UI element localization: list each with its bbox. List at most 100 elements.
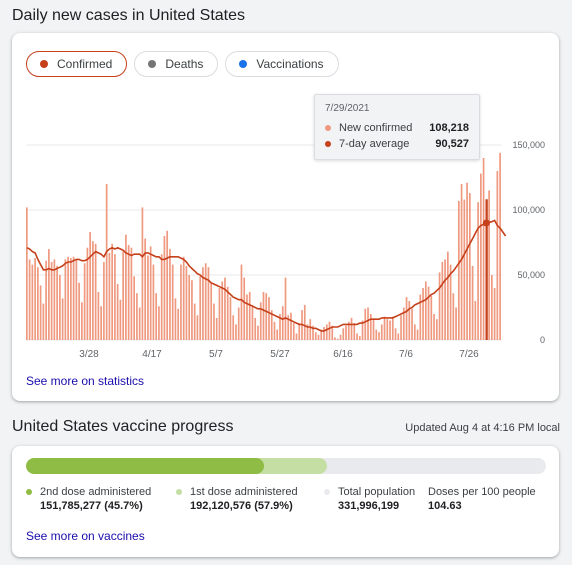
tooltip-date: 7/29/2021: [325, 103, 370, 114]
bar: [89, 232, 91, 340]
bar: [81, 302, 83, 340]
bar: [372, 319, 375, 340]
bar: [147, 255, 149, 340]
x-tick-label: 5/27: [270, 349, 290, 360]
vaccinations-dot-icon: [239, 60, 248, 68]
bar: [177, 308, 180, 340]
bar: [45, 260, 47, 340]
bar: [169, 249, 171, 340]
cases-card: Confirmed Deaths Vaccinations 0 50,000 100…: [12, 33, 559, 401]
bar: [463, 199, 466, 340]
bar: [171, 264, 174, 340]
bar: [138, 307, 141, 340]
bar: [105, 184, 108, 340]
bar-highlighted: [485, 199, 488, 340]
bar: [50, 262, 53, 340]
bar: [488, 190, 490, 340]
bar: [270, 310, 273, 340]
x-tick-label: 7/26: [459, 349, 479, 360]
bar: [397, 333, 400, 340]
confirmed-dot-icon: [40, 60, 48, 68]
vaccine-progress-bar: [26, 458, 546, 474]
first-dose-value: 192,120,576 (57.9%): [190, 500, 293, 512]
bar: [229, 297, 232, 340]
vaccine-section-title: United States vaccine progress: [12, 418, 234, 435]
bar: [342, 328, 345, 340]
bar: [424, 281, 427, 340]
bar: [59, 275, 61, 340]
bar: [160, 254, 163, 340]
bar: [268, 297, 270, 340]
bar: [185, 265, 188, 340]
bar: [411, 308, 413, 340]
bar: [246, 294, 248, 340]
bar: [435, 319, 438, 340]
bar: [28, 259, 31, 340]
bar: [144, 238, 147, 340]
bar: [466, 182, 468, 340]
bar: [276, 329, 279, 340]
bar: [325, 324, 328, 340]
bar: [48, 249, 50, 340]
vaccinations-chip-label: Vaccinations: [256, 57, 324, 71]
bar: [196, 315, 199, 340]
bar: [193, 303, 196, 340]
bar: [72, 256, 75, 340]
deaths-chip[interactable]: Deaths: [134, 51, 219, 77]
bar: [37, 267, 39, 340]
bar: [402, 307, 405, 340]
bar: [353, 323, 356, 340]
tooltip-value-new-confirmed: 108,218: [429, 122, 469, 134]
bar: [67, 256, 69, 340]
bar: [400, 315, 402, 340]
bar: [210, 282, 213, 340]
x-tick-label: 7/6: [399, 349, 413, 360]
y-tick-label: 150,000: [512, 140, 545, 150]
bar: [314, 332, 317, 340]
bar: [116, 284, 119, 340]
see-more-statistics-link[interactable]: See more on statistics: [26, 374, 145, 388]
x-tick-label: 3/28: [79, 349, 99, 360]
bar: [477, 202, 479, 340]
second-dose-dot-icon: [26, 489, 32, 495]
bar: [367, 307, 369, 340]
bar: [86, 247, 89, 340]
bar: [158, 306, 160, 340]
bar: [328, 321, 331, 340]
bar: [405, 297, 408, 340]
confirmed-chip[interactable]: Confirmed: [26, 51, 128, 77]
bar: [356, 333, 358, 340]
bar: [474, 301, 477, 340]
bar: [350, 317, 353, 340]
bar: [34, 258, 36, 340]
bar: [391, 316, 394, 340]
doses-per-100-label: Doses per 100 people: [428, 486, 536, 498]
cases-chart[interactable]: 0 50,000 100,000 150,000 3/28 4/17 5/7 5/27 6/16…: [12, 33, 559, 363]
bar: [331, 325, 334, 340]
bar: [26, 207, 28, 340]
bar: [394, 328, 397, 340]
bar: [259, 302, 262, 340]
bar: [493, 288, 496, 340]
bar: [292, 323, 295, 340]
bar: [221, 281, 224, 340]
see-more-vaccines-link[interactable]: See more on vaccines: [26, 529, 145, 543]
vaccinations-chip[interactable]: Vaccinations: [225, 51, 339, 77]
total-population-value: 331,996,199: [338, 500, 400, 512]
bar: [251, 304, 254, 340]
bar: [361, 320, 364, 340]
second-dose-progress-fill: [26, 458, 264, 474]
bar: [56, 265, 58, 340]
tooltip-row-average: 7-day average 90,527: [325, 136, 469, 152]
bar: [103, 262, 105, 340]
bar: [78, 282, 80, 340]
bar: [468, 193, 471, 340]
bar: [235, 324, 237, 340]
bar: [199, 276, 202, 340]
y-tick-label: 100,000: [512, 205, 545, 215]
bar: [413, 324, 416, 340]
bar: [188, 275, 191, 340]
bar: [455, 307, 457, 340]
bar: [471, 265, 474, 340]
x-tick-label: 5/7: [209, 349, 223, 360]
